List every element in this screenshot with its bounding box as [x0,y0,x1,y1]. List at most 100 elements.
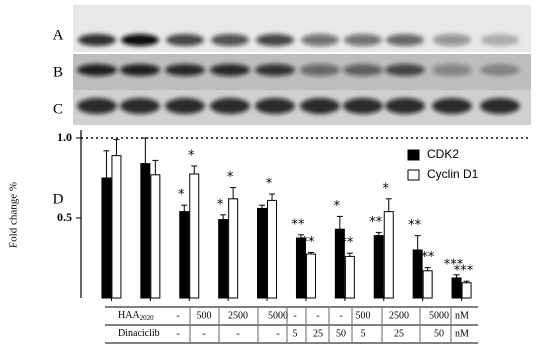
table-cell: - [202,328,205,339]
bar [334,228,345,299]
bar [111,155,122,299]
significance-label: * [217,197,224,212]
table-cell: 500 [356,310,371,321]
band [210,98,250,114]
legend-swatch [407,149,420,161]
band [432,64,472,76]
y-tick-label: 0.5 [57,210,72,224]
row-label-text: HAA [118,310,140,321]
band [166,34,204,46]
row-label-sub: 2020 [140,314,155,322]
bar [295,237,306,299]
bar [150,174,161,299]
significance-label: * [188,149,195,164]
significance-label: * [266,177,273,192]
band [120,64,160,76]
significance-label: *** [415,250,435,265]
band [343,98,383,114]
band [300,64,340,76]
band [255,64,295,76]
significance-label: * [178,188,185,203]
table-cell: nM [455,328,469,339]
band [300,98,340,114]
band [432,98,472,114]
table-cell: nM [455,310,469,321]
table-cell: 50 [336,328,346,339]
table-cell: 5 [293,328,298,339]
band [481,34,519,46]
band [77,64,117,76]
table-cell: 25 [313,328,323,339]
bar [101,177,112,299]
significance-label: * [334,199,341,214]
bar [344,255,355,299]
bar [267,199,278,299]
row-label-text: Dinaciclib [118,328,160,339]
legend-swatch [407,169,420,181]
bar [373,235,384,299]
band [480,64,520,76]
band [121,34,159,46]
bar [218,219,229,299]
band [255,98,295,114]
band [256,34,294,46]
band [385,64,425,76]
table-cell: 2500 [228,310,248,321]
band [120,98,160,114]
blot-label: B [53,64,63,80]
bar [422,270,433,299]
band [165,98,205,114]
significance-label: ** [369,215,383,230]
y-tick-label: 1.0 [57,130,72,144]
band [480,98,520,114]
table-cell: 50 [434,328,444,339]
band [343,64,383,76]
bar [412,249,423,299]
significance-label: ** [340,236,354,251]
significance-label: *** [454,264,474,279]
bar [461,282,472,299]
band [78,34,116,46]
bar [451,277,462,299]
significance-label: ** [291,217,305,232]
table-cell: 2500 [389,310,409,321]
table-cell: - [293,310,296,321]
blot-label: C [53,101,63,117]
row-label: HAA2020 [118,310,154,321]
table-cell: 5000 [268,310,288,321]
table-cell: 5000 [429,310,449,321]
table-cell: - [316,310,319,321]
table-cell: - [339,310,342,321]
table-cell: - [176,328,179,339]
table-cell: 500 [197,310,212,321]
legend-label: Cyclin D1 [427,167,479,181]
bar [228,198,239,299]
table-cell: - [176,310,179,321]
significance-label: * [227,170,234,185]
significance-label: ** [301,235,315,250]
bar [140,163,151,299]
bar [179,211,190,299]
panel-label: D [53,191,64,207]
bar [305,253,316,299]
band [165,64,205,76]
bar [257,207,268,299]
band [211,34,249,46]
band [386,34,424,46]
legend-label: CDK2 [427,147,459,161]
band [433,34,471,46]
table-cell: - [276,328,279,339]
band [210,64,250,76]
band [77,98,117,114]
bands [77,34,520,114]
band [301,34,339,46]
significance-label: ** [408,218,422,233]
conditions-table: HAA2020-500 2500 5000- - -500 2500 5000 nMDinac… [105,306,478,344]
table-cell: 5 [361,328,366,339]
band [344,34,382,46]
bar [383,211,394,299]
y-axis-label: Fold change % [8,182,20,248]
significance-label: * [383,181,390,196]
blot-label: A [53,27,64,43]
